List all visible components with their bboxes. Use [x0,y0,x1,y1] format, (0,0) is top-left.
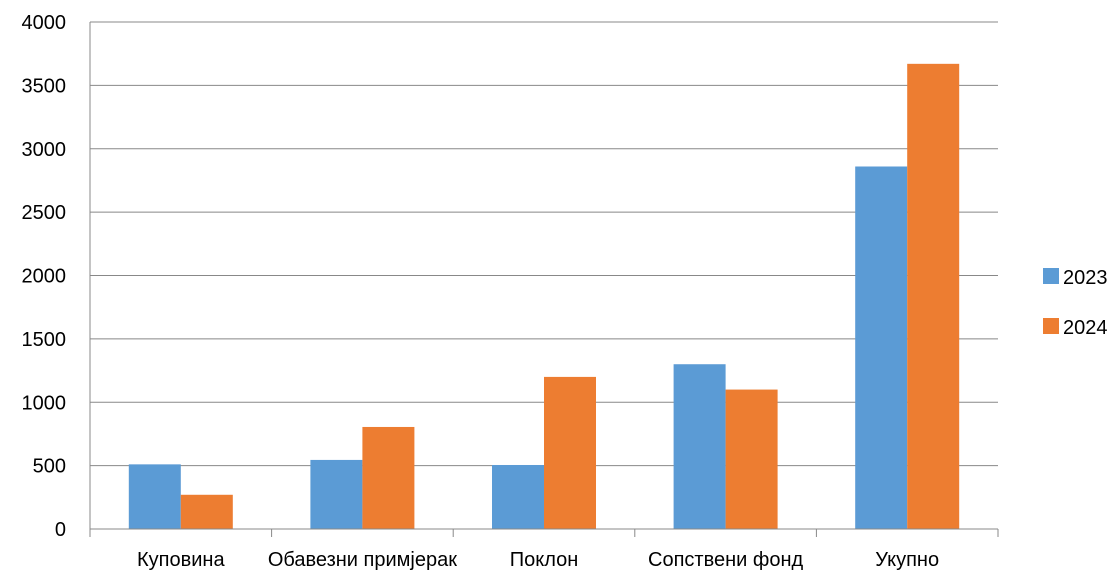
x-category-label: Укупно [875,549,939,571]
y-tick-label: 3500 [22,75,67,97]
y-tick-label: 2000 [22,266,67,288]
y-tick-label: 1500 [22,329,67,351]
y-tick-label: 3000 [22,139,67,161]
y-tick-label: 2500 [22,202,67,224]
x-category-label: Поклон [510,549,579,571]
bar-2023-3 [673,364,726,529]
bar-2024-0 [180,494,233,529]
legend-label-2024: 2024 [1063,317,1108,339]
legend-swatch-2024 [1043,318,1059,334]
bar-2024-1 [362,426,415,529]
bar-2023-1 [310,459,363,529]
bar-2024-4 [907,63,960,529]
bar-2023-4 [855,166,908,529]
x-category-label: Сопствени фонд [648,549,803,571]
y-tick-label: 0 [55,519,66,541]
y-tick-label: 1000 [22,392,67,414]
x-category-label: Куповина [137,549,225,571]
bar-2023-2 [492,464,544,529]
bar-2024-3 [725,389,778,529]
y-axis-tick-labels: 0 500 1000 1500 2000 2500 3000 3500 4000 [22,12,67,541]
legend-label-2023: 2023 [1063,267,1108,289]
x-category-label: Обавезни примјерак [268,549,457,571]
x-axis [89,22,999,537]
bar-2023-0 [128,464,181,529]
x-axis-category-labels: Куповина Обавезни примјерак Поклон Сопствен… [137,549,939,571]
gridlines [90,21,998,467]
bar-2024-2 [544,376,596,529]
legend-swatch-2023 [1043,268,1059,284]
y-tick-label: 500 [33,456,66,478]
legend: 2023 2024 [1043,267,1108,339]
y-tick-label: 4000 [22,12,67,34]
bars [128,63,960,529]
